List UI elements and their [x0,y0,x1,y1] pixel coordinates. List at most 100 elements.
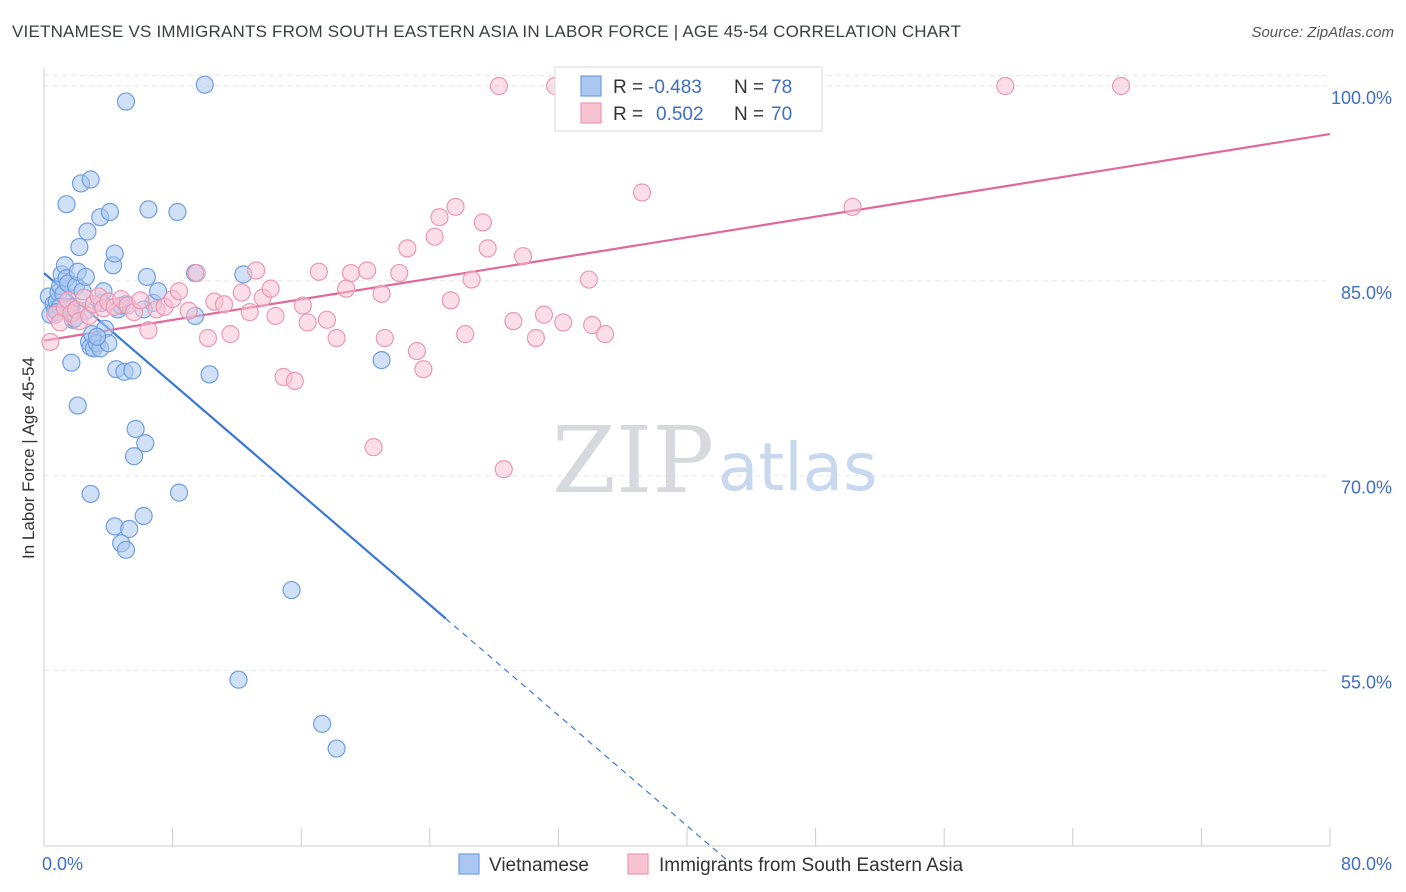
point-immigrants [298,313,317,332]
point-immigrants [446,197,465,216]
point-vietnamese [195,75,214,94]
trend-line-vietnamese-extension [445,618,728,861]
legend-n-value-vietnamese: 78 [771,77,792,98]
legend-n-label-immigrants: N = [734,104,764,125]
point-immigrants [425,227,444,246]
point-immigrants [414,360,433,379]
legend-n-label-vietnamese: N = [734,77,764,98]
point-immigrants [179,301,198,320]
chart-source: Source: ZipAtlas.com [1251,24,1394,41]
point-immigrants [996,76,1015,96]
point-vietnamese [312,714,332,733]
point-immigrants [456,325,475,344]
y-tick-label: 70.0% [1341,478,1392,498]
legend-r-label-vietnamese: R = [613,77,643,98]
point-immigrants [390,263,409,283]
y-tick-label: 100.0% [1331,88,1392,108]
point-immigrants [337,279,356,298]
point-immigrants [1111,76,1131,96]
y-tick-labels: 55.0% 70.0% 85.0% 100.0% [1331,88,1392,693]
bottom-legend-label-vietnamese: Vietnamese [489,855,589,876]
point-immigrants [198,328,218,348]
point-immigrants [579,270,599,289]
legend-r-label-immigrants: R = [613,104,643,125]
point-immigrants [473,213,492,232]
point-vietnamese [100,202,120,222]
point-vietnamese [81,484,100,504]
point-vietnamese [137,267,156,287]
x-tick-label-min: 0.0% [42,854,83,874]
point-vietnamese [169,483,189,502]
y-tick-label: 55.0% [1341,673,1392,693]
point-immigrants [221,325,240,344]
point-vietnamese [116,540,136,559]
point-vietnamese [168,202,187,222]
legend-r-value-vietnamese: -0.483 [648,77,702,98]
point-vietnamese [126,419,145,439]
point-vietnamese [105,244,124,263]
point-immigrants [513,247,533,266]
x-tick-label-max: 80.0% [1341,854,1392,874]
point-immigrants [293,296,312,315]
point-immigrants [407,341,427,361]
bottom-legend-label-immigrants: Immigrants from South Eastern Asia [659,855,964,876]
point-vietnamese [70,237,89,257]
point-vietnamese [124,447,144,466]
point-vietnamese [134,506,153,526]
point-immigrants [309,262,328,281]
point-immigrants [261,279,280,298]
point-immigrants [232,283,251,302]
watermark-atlas: atlas [718,429,878,506]
legend-swatch-vietnamese [580,75,602,97]
point-immigrants [266,306,285,326]
point-immigrants [240,302,259,322]
legend-r-value-immigrants: 0.502 [656,104,704,125]
point-vietnamese [76,267,95,287]
point-immigrants [534,305,554,324]
point-immigrants [554,313,573,332]
point-vietnamese [78,222,97,241]
point-vietnamese [200,365,219,384]
point-vietnamese [120,519,139,539]
point-vietnamese [116,92,136,111]
point-vietnamese [139,200,158,219]
point-immigrants [364,438,383,457]
point-immigrants [494,460,513,479]
point-vietnamese [282,580,301,600]
point-immigrants [504,312,523,331]
trend-line-immigrants [43,132,1331,342]
point-immigrants [41,332,60,352]
chart-title: VIETNAMESE VS IMMIGRANTS FROM SOUTH EAST… [12,22,962,41]
point-immigrants [843,197,862,216]
y-axis-label: In Labor Force | Age 45-54 [19,357,38,559]
point-immigrants [285,371,304,390]
point-immigrants [583,315,602,335]
point-immigrants [317,310,337,329]
point-immigrants [441,291,460,310]
point-vietnamese [149,282,168,301]
point-immigrants [462,270,481,289]
point-vietnamese [123,361,142,380]
point-immigrants [430,208,449,227]
data-points [39,75,1131,758]
point-vietnamese [372,351,391,370]
point-immigrants [341,263,361,283]
point-vietnamese [136,434,155,453]
point-immigrants [169,282,189,301]
point-immigrants [632,183,652,202]
watermark: ZIP atlas [552,407,878,514]
point-immigrants [526,328,545,348]
point-vietnamese [62,353,81,372]
point-immigrants [327,328,346,348]
point-immigrants [372,284,391,303]
axes [43,68,1331,847]
point-vietnamese [57,195,76,214]
y-tick-label: 85.0% [1341,283,1392,303]
point-vietnamese [68,396,87,415]
point-immigrants [489,76,509,96]
bottom-legend-swatch-vietnamese [458,853,480,875]
point-vietnamese [87,327,107,346]
point-immigrants [478,239,497,258]
legend-swatch-immigrants [580,102,602,124]
